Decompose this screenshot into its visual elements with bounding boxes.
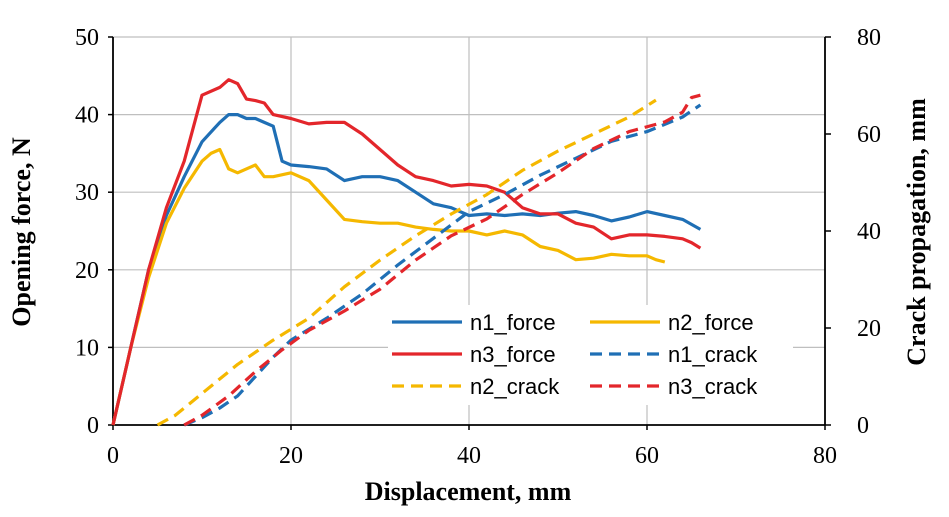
- y2-tick-label: 40: [857, 219, 881, 245]
- tick-labels: 0 10 20 30 40 50 0 20 40 60 80 0 20 40 60 80: [75, 25, 881, 469]
- legend-label-n3-force: n3_force: [470, 342, 556, 367]
- y2-tick-label: 0: [857, 413, 869, 439]
- x-tick-label: 80: [813, 443, 837, 469]
- y-tick-label: 0: [87, 413, 99, 439]
- series-lines: [111, 78, 702, 427]
- series-line-n1-force: [111, 113, 702, 426]
- y-tick-label: 40: [75, 103, 99, 129]
- x-axis-title: Displacement, mm: [365, 477, 572, 506]
- legend: n1_force n2_force n3_force n1_crack n2_crack…: [388, 305, 793, 405]
- y2-axis-title: Crack propagation, mm: [902, 98, 931, 366]
- y-tick-label: 20: [75, 258, 99, 284]
- x-tick-label: 40: [457, 443, 481, 469]
- series-line-n2-force: [111, 147, 666, 426]
- y2-tick-label: 80: [857, 25, 881, 51]
- legend-label-n2-crack: n2_crack: [470, 374, 560, 399]
- y-tick-label: 10: [75, 335, 99, 361]
- x-tick-label: 60: [635, 443, 659, 469]
- y-tick-label: 50: [75, 25, 99, 51]
- y-axis-title: Opening force, N: [7, 137, 36, 327]
- legend-label-n1-crack: n1_crack: [668, 342, 758, 367]
- series-line-n3-force: [111, 78, 702, 426]
- series-line-n3-crack: [183, 93, 701, 427]
- legend-label-n3-crack: n3_crack: [668, 374, 758, 399]
- x-tick-label: 0: [107, 443, 119, 469]
- series-line-n2-crack: [156, 98, 657, 427]
- x-tick-label: 20: [279, 443, 303, 469]
- y-tick-label: 30: [75, 180, 99, 206]
- legend-label-n2-force: n2_force: [668, 310, 754, 335]
- axes: [108, 36, 831, 430]
- legend-label-n1-force: n1_force: [470, 310, 556, 335]
- y2-tick-label: 60: [857, 122, 881, 148]
- y2-tick-label: 20: [857, 316, 881, 342]
